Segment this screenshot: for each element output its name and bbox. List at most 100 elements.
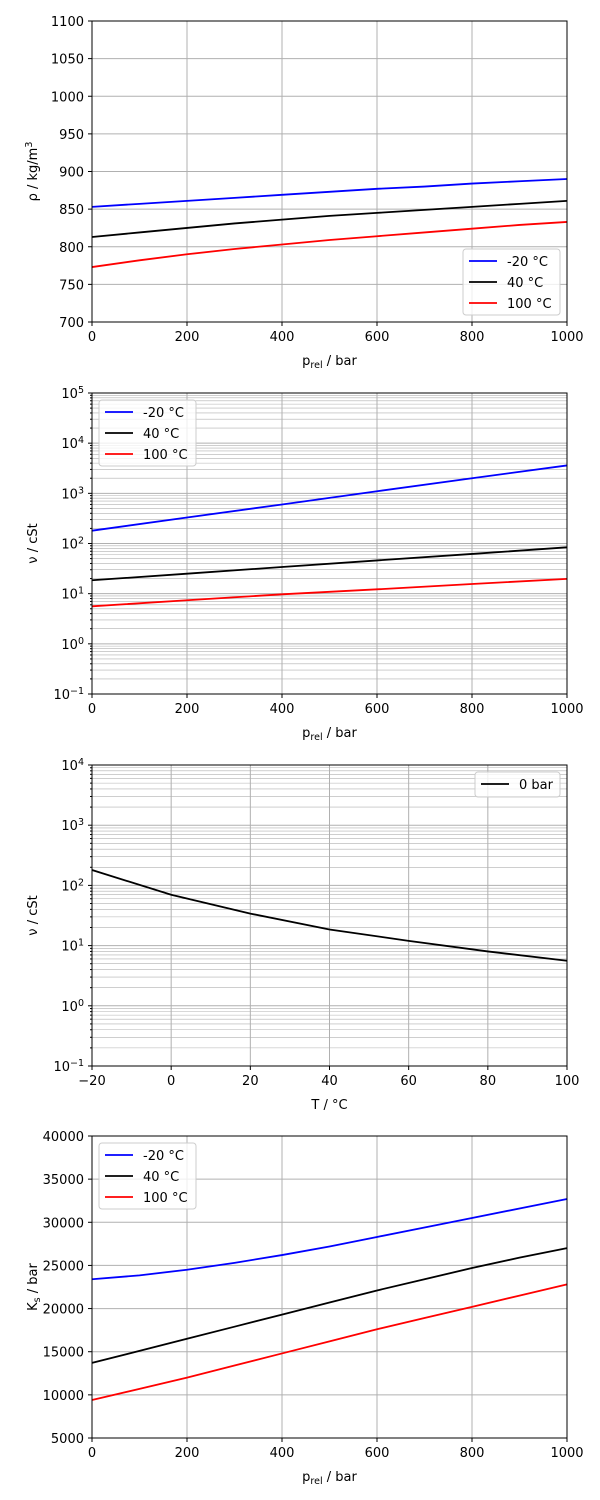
x-axis-label: prel / bar — [302, 726, 357, 743]
series-line-1 — [91, 869, 568, 962]
x-tick-label: 0 — [88, 702, 96, 717]
y-tick-label: 104 — [61, 435, 84, 452]
x-tick-label: 0 — [167, 1074, 175, 1089]
x-tick-label: 400 — [270, 702, 295, 717]
chart-panel-3: −20 0 20 40 60 80 100 10−1 100 101 102 103 104 T / °C… — [26, 757, 579, 1113]
chart-panel-1: 0 200 400 600 800 1000 700 750 800 850 900 950 1000 1… — [24, 15, 584, 371]
x-tick-label: 200 — [175, 702, 200, 717]
x-axis-label: prel / bar — [302, 1470, 357, 1487]
y-tick-label: 1000 — [51, 90, 84, 105]
legend-label: 40 °C — [143, 1170, 179, 1185]
y-tick-label: 40000 — [43, 1130, 84, 1145]
legend-label: 100 °C — [507, 297, 552, 312]
series-line-1 — [91, 464, 568, 532]
y-tick-label: 900 — [59, 166, 84, 181]
x-tick-label: 20 — [242, 1074, 259, 1089]
series-line-1 — [91, 1198, 568, 1281]
chart-panel-2: 0 200 400 600 800 1000 10−1 100 101 102 103 104 105 p… — [26, 385, 584, 743]
legend: -20 °C 40 °C 100 °C — [98, 399, 197, 467]
x-tick-label: 400 — [270, 330, 295, 345]
y-tick-label: 850 — [59, 203, 84, 218]
y-tick-label: 15000 — [43, 1346, 84, 1361]
legend-frame — [474, 771, 561, 798]
series-line-3 — [91, 577, 568, 608]
x-tick-label: 100 — [555, 1074, 580, 1089]
y-tick-label: 20000 — [43, 1303, 84, 1318]
x-tick-label: 800 — [460, 330, 485, 345]
y-tick-label: 30000 — [43, 1216, 84, 1231]
legend-frame — [462, 248, 561, 316]
legend-label: 40 °C — [143, 427, 179, 442]
series-line-2 — [91, 1247, 568, 1364]
y-tick-label: 1100 — [51, 15, 84, 30]
y-tick-label: 700 — [59, 316, 84, 331]
y-tick-label: 102 — [61, 877, 84, 894]
plot-area-frame — [91, 764, 568, 1067]
series-line-2 — [91, 546, 568, 582]
y-tick-label: 103 — [61, 817, 84, 834]
x-tick-label: 600 — [365, 702, 390, 717]
y-tick-label: 105 — [61, 385, 84, 402]
y-tick-label: 10−1 — [53, 686, 84, 703]
x-tick-label: 800 — [460, 1446, 485, 1461]
chart-panel-4: 0 200 400 600 800 1000 5000 10000 15000 20000 2500… — [26, 1130, 584, 1487]
x-tick-label: 600 — [365, 330, 390, 345]
y-tick-label: 10000 — [43, 1389, 84, 1404]
y-axis-label: ν / cSt — [26, 523, 41, 563]
y-tick-label: 5000 — [51, 1432, 84, 1447]
x-tick-label: 0 — [88, 330, 96, 345]
legend-label: -20 °C — [143, 406, 184, 421]
y-axis-label: ρ / kg/m3 — [24, 142, 41, 202]
x-tick-label: 40 — [321, 1074, 338, 1089]
legend-label: -20 °C — [507, 255, 548, 270]
series-line-2 — [91, 199, 568, 238]
y-tick-label: 25000 — [43, 1259, 84, 1274]
y-tick-label: 950 — [59, 128, 84, 143]
legend-frame — [98, 399, 197, 467]
x-tick-label: 1000 — [550, 1446, 583, 1461]
x-tick-label: 1000 — [550, 702, 583, 717]
series-line-3 — [91, 221, 568, 268]
y-tick-label: 800 — [59, 241, 84, 256]
y-axis-label: ν / cSt — [26, 895, 41, 935]
y-tick-label: 35000 — [43, 1173, 84, 1188]
y-axis-label: Ks / bar — [26, 1263, 43, 1311]
x-tick-label: 80 — [480, 1074, 497, 1089]
y-tick-label: 103 — [61, 485, 84, 502]
legend: -20 °C 40 °C 100 °C — [98, 1142, 197, 1210]
y-tick-label: 100 — [61, 998, 84, 1015]
y-tick-label: 101 — [61, 938, 84, 955]
legend-frame — [98, 1142, 197, 1210]
y-tick-label: 100 — [61, 636, 84, 653]
legend-label: 0 bar — [519, 778, 554, 793]
legend: -20 °C 40 °C 100 °C — [462, 248, 561, 316]
x-tick-label: 800 — [460, 702, 485, 717]
y-tick-label: 10−1 — [53, 1058, 84, 1075]
x-axis-label: prel / bar — [302, 354, 357, 371]
x-tick-label: 200 — [175, 330, 200, 345]
y-tick-label: 101 — [61, 586, 84, 603]
y-tick-label: 1050 — [51, 53, 84, 68]
plot-area-frame — [91, 1135, 568, 1439]
series-line-3 — [91, 1283, 568, 1401]
y-tick-label: 750 — [59, 278, 84, 293]
y-tick-label: 102 — [61, 536, 84, 553]
legend-label: 40 °C — [507, 276, 543, 291]
x-tick-label: 200 — [175, 1446, 200, 1461]
x-tick-label: 1000 — [550, 330, 583, 345]
x-axis-label: T / °C — [310, 1098, 347, 1113]
y-tick-label: 104 — [61, 757, 84, 774]
x-tick-label: 60 — [400, 1074, 417, 1089]
x-tick-label: 600 — [365, 1446, 390, 1461]
legend-label: 100 °C — [143, 1191, 188, 1206]
legend-label: -20 °C — [143, 1149, 184, 1164]
x-tick-label: 400 — [270, 1446, 295, 1461]
legend: 0 bar — [474, 771, 561, 798]
legend-label: 100 °C — [143, 448, 188, 463]
series-line-1 — [91, 178, 568, 208]
plot-area-frame — [91, 20, 568, 323]
x-tick-label: 0 — [88, 1446, 96, 1461]
x-tick-label: −20 — [78, 1074, 105, 1089]
plot-area-frame — [91, 392, 568, 695]
